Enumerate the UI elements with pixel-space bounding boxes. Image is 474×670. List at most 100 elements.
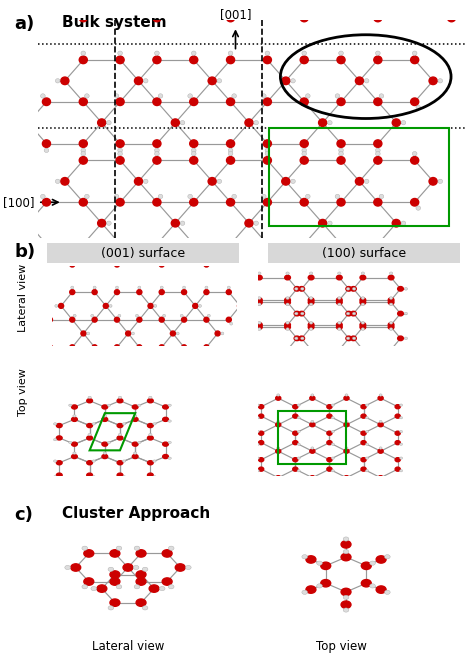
Circle shape (116, 98, 124, 105)
Circle shape (286, 297, 289, 299)
Circle shape (103, 484, 107, 486)
Circle shape (182, 345, 187, 350)
Circle shape (395, 441, 400, 445)
Circle shape (305, 94, 310, 98)
Circle shape (107, 442, 110, 444)
Circle shape (345, 480, 348, 482)
Circle shape (118, 249, 122, 253)
Circle shape (337, 297, 341, 299)
Circle shape (247, 312, 253, 316)
Circle shape (232, 94, 237, 98)
Circle shape (264, 241, 272, 248)
Circle shape (153, 140, 161, 147)
Circle shape (117, 461, 123, 465)
Circle shape (400, 430, 402, 433)
Circle shape (337, 322, 342, 327)
Circle shape (277, 480, 280, 482)
Circle shape (132, 442, 138, 446)
Circle shape (158, 194, 163, 198)
Circle shape (365, 179, 369, 184)
Circle shape (221, 332, 224, 335)
Circle shape (92, 476, 95, 478)
Circle shape (285, 347, 291, 352)
Circle shape (378, 476, 383, 480)
Circle shape (155, 148, 159, 153)
Circle shape (118, 51, 122, 56)
Circle shape (331, 443, 334, 446)
Circle shape (297, 404, 300, 406)
Circle shape (379, 11, 383, 15)
Circle shape (310, 328, 313, 330)
Circle shape (72, 454, 77, 458)
Circle shape (81, 151, 86, 156)
Circle shape (190, 56, 198, 64)
Circle shape (116, 198, 124, 206)
Circle shape (137, 289, 142, 295)
Circle shape (44, 249, 49, 253)
Circle shape (300, 14, 308, 22)
Circle shape (341, 588, 351, 596)
Text: c): c) (14, 506, 33, 524)
Circle shape (293, 467, 298, 471)
Circle shape (310, 449, 315, 453)
Circle shape (227, 157, 235, 164)
Circle shape (88, 396, 91, 399)
Circle shape (153, 476, 156, 478)
Circle shape (379, 94, 384, 98)
Circle shape (188, 94, 192, 98)
Circle shape (337, 198, 345, 206)
Circle shape (180, 121, 185, 125)
Circle shape (293, 431, 298, 436)
Circle shape (259, 467, 264, 471)
Circle shape (374, 157, 382, 164)
Circle shape (346, 336, 352, 340)
Circle shape (302, 249, 307, 253)
Circle shape (163, 454, 168, 458)
Circle shape (110, 549, 120, 557)
Circle shape (162, 578, 172, 586)
Circle shape (204, 289, 209, 295)
Circle shape (59, 304, 64, 308)
Circle shape (143, 179, 148, 184)
Circle shape (390, 322, 393, 324)
Circle shape (232, 194, 237, 198)
Circle shape (70, 345, 75, 350)
Circle shape (159, 317, 164, 322)
Circle shape (243, 287, 246, 290)
Circle shape (293, 441, 298, 445)
Circle shape (398, 287, 403, 291)
Circle shape (237, 304, 243, 308)
Circle shape (308, 325, 314, 330)
Circle shape (343, 608, 349, 612)
Circle shape (256, 443, 259, 446)
Circle shape (258, 352, 261, 355)
Circle shape (356, 77, 364, 84)
Circle shape (297, 443, 300, 446)
Circle shape (182, 289, 187, 295)
Circle shape (82, 546, 88, 550)
Circle shape (300, 241, 308, 248)
Circle shape (108, 567, 114, 572)
Circle shape (378, 423, 383, 427)
Circle shape (337, 303, 341, 306)
Circle shape (158, 260, 161, 263)
Circle shape (337, 241, 345, 248)
Circle shape (360, 300, 366, 305)
Circle shape (345, 394, 348, 396)
Circle shape (252, 260, 255, 263)
Circle shape (122, 476, 126, 478)
Circle shape (293, 458, 298, 462)
Circle shape (361, 272, 365, 275)
Circle shape (346, 287, 350, 290)
Circle shape (118, 314, 121, 317)
Circle shape (185, 565, 191, 570)
Circle shape (226, 289, 231, 295)
Circle shape (365, 404, 368, 406)
Circle shape (137, 317, 142, 322)
Circle shape (293, 405, 298, 409)
Circle shape (87, 423, 92, 427)
FancyBboxPatch shape (47, 243, 239, 263)
Circle shape (134, 484, 137, 486)
Circle shape (398, 336, 403, 340)
Circle shape (285, 322, 291, 327)
